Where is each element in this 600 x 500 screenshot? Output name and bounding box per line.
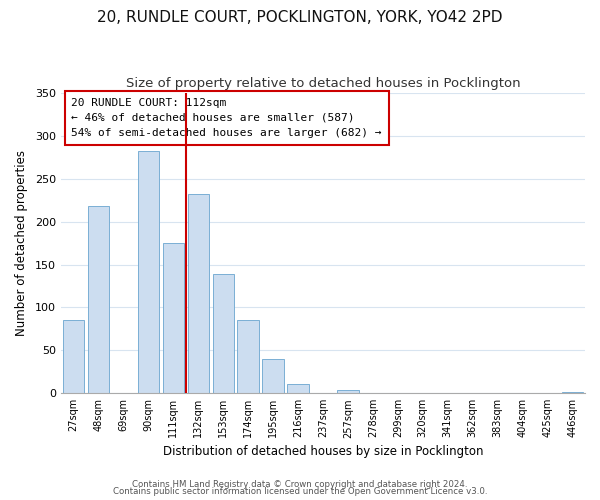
Bar <box>562 392 583 393</box>
Bar <box>238 320 259 393</box>
Bar <box>163 243 184 393</box>
Y-axis label: Number of detached properties: Number of detached properties <box>15 150 28 336</box>
Bar <box>337 390 359 393</box>
Bar <box>188 194 209 393</box>
Title: Size of property relative to detached houses in Pocklington: Size of property relative to detached ho… <box>125 78 520 90</box>
Bar <box>212 274 234 393</box>
Text: 20 RUNDLE COURT: 112sqm
← 46% of detached houses are smaller (587)
54% of semi-d: 20 RUNDLE COURT: 112sqm ← 46% of detache… <box>71 98 382 138</box>
Bar <box>137 152 159 393</box>
Bar <box>287 384 308 393</box>
Text: Contains public sector information licensed under the Open Government Licence v3: Contains public sector information licen… <box>113 487 487 496</box>
Bar <box>63 320 84 393</box>
Bar <box>262 359 284 393</box>
Text: Contains HM Land Registry data © Crown copyright and database right 2024.: Contains HM Land Registry data © Crown c… <box>132 480 468 489</box>
X-axis label: Distribution of detached houses by size in Pocklington: Distribution of detached houses by size … <box>163 444 483 458</box>
Text: 20, RUNDLE COURT, POCKLINGTON, YORK, YO42 2PD: 20, RUNDLE COURT, POCKLINGTON, YORK, YO4… <box>97 10 503 25</box>
Bar <box>88 206 109 393</box>
